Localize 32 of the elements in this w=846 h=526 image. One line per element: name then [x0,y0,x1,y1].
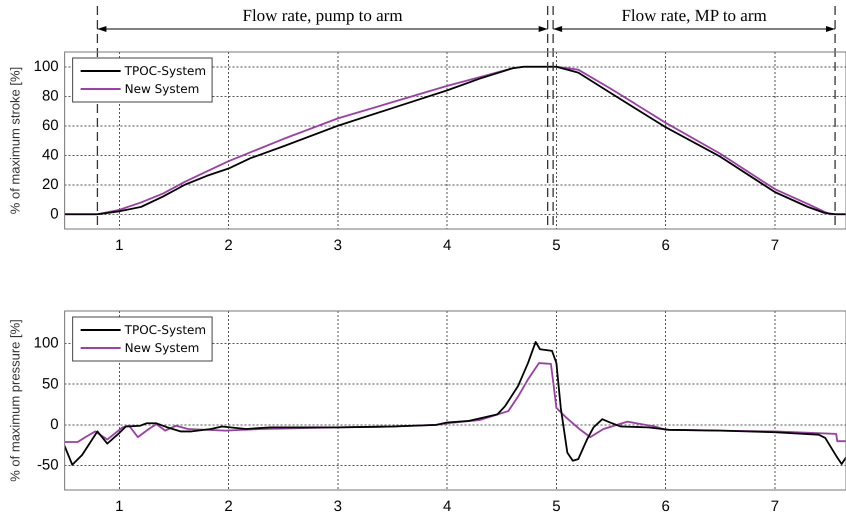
y-tick-label: 0 [50,416,59,434]
x-tick-label: 6 [662,498,670,516]
legend-label: TPOC-System [124,323,206,338]
y-tick-label: 80 [42,87,59,104]
x-tick-label: 5 [552,237,561,254]
y-axis-title: % of maximum pressure [%] [7,319,22,482]
legend-label: TPOC-System [124,64,206,78]
y-axis-title: % of maximum stroke [%] [7,66,22,214]
text: Flow rate, MP to arm [621,6,767,25]
x-tick-label: 2 [224,498,233,516]
x-tick-label: 5 [552,498,561,516]
x-tick-label: 1 [115,498,124,516]
x-tick-label: 2 [224,237,233,254]
x-tick-label: 3 [334,237,342,254]
y-tick-label: 40 [42,146,59,164]
y-tick-label: -50 [36,456,59,474]
x-tick-label: 3 [334,498,342,516]
x-tick-label: 7 [770,498,780,516]
x-tick-label: 4 [442,498,452,516]
y-tick-label: 100 [34,58,59,75]
legend-label: New System [124,341,200,356]
text: Flow rate, pump to arm [242,6,403,25]
y-tick-label: 20 [42,176,59,193]
y-tick-label: 100 [34,334,59,352]
legend-label: New System [124,82,200,96]
x-tick-label: 4 [442,237,452,254]
y-tick-label: 0 [50,205,59,222]
y-tick-label: 50 [42,375,59,392]
x-tick-label: 7 [770,237,780,254]
x-tick-label: 6 [662,237,670,254]
y-tick-label: 60 [42,116,59,134]
x-tick-label: 1 [115,237,124,254]
